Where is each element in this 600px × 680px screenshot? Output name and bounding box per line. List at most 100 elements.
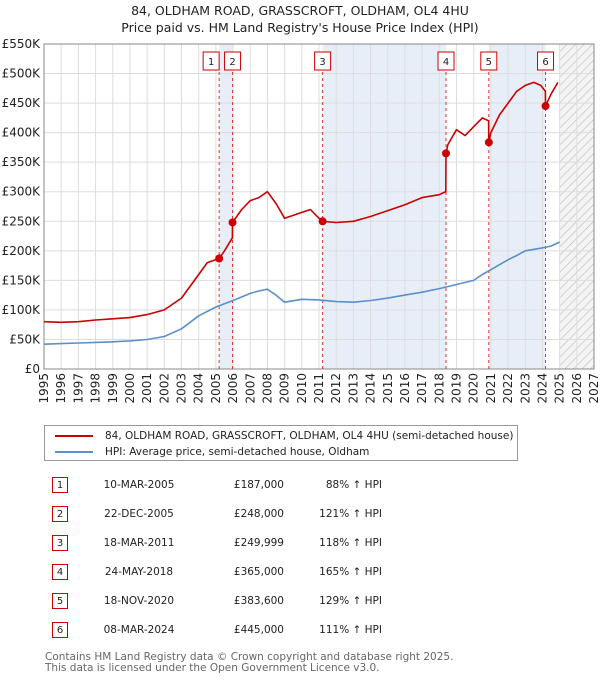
legend-swatch-property	[55, 435, 93, 437]
x-tick-label: 2019	[450, 373, 464, 404]
transaction-price: £383,600	[233, 594, 284, 607]
sale-point	[484, 138, 493, 147]
y-tick-label: £0	[25, 362, 40, 376]
ownership-band	[488, 44, 546, 369]
y-tick-label: £400K	[2, 126, 42, 140]
x-tick-label: 2024	[535, 373, 549, 404]
y-tick-label: £100K	[2, 303, 42, 317]
transaction-number: 1	[52, 476, 68, 493]
transaction-date: 22-DEC-2005	[104, 507, 174, 520]
transaction-row: 1 10-MAR-2005 £187,000 88% ↑ HPI	[36, 470, 382, 499]
transaction-hpi-change: 121% ↑ HPI	[319, 507, 382, 520]
x-tick-label: 2010	[295, 373, 309, 404]
x-tick-label: 2005	[209, 373, 223, 404]
footer: Contains HM Land Registry data © Crown c…	[45, 652, 453, 674]
transaction-number: 6	[52, 621, 68, 638]
transaction-number: 5	[52, 592, 68, 609]
x-tick-label: 2020	[467, 373, 481, 404]
sale-label: 3	[319, 57, 325, 68]
transaction-row: 4 24-MAY-2018 £365,000 165% ↑ HPI	[36, 557, 382, 586]
transaction-price: £445,000	[233, 623, 284, 636]
x-tick-label: 2014	[364, 373, 378, 404]
x-tick-label: 1995	[37, 373, 51, 404]
y-tick-label: £150K	[2, 273, 42, 287]
ownership-band	[219, 44, 233, 369]
x-tick-label: 2026	[570, 373, 584, 404]
legend-label-hpi: HPI: Average price, semi-detached house,…	[105, 446, 370, 458]
sale-label: 6	[542, 57, 548, 68]
transaction-price: £365,000	[233, 565, 284, 578]
chart-subtitle: Price paid vs. HM Land Registry's House …	[121, 20, 479, 35]
sale-label: 5	[486, 57, 492, 68]
legend-item-property: 84, OLDHAM ROAD, GRASSCROFT, OLDHAM, OL4…	[55, 428, 513, 444]
x-tick-label: 1999	[106, 373, 120, 404]
y-tick-label: £550K	[2, 37, 42, 51]
footer-licence: This data is licensed under the Open Gov…	[45, 662, 380, 674]
x-tick-label: 1997	[71, 373, 85, 404]
transaction-date: 10-MAR-2005	[103, 478, 175, 491]
property-price-line	[43, 81, 559, 324]
transaction-price: £187,000	[233, 478, 284, 491]
transaction-date: 18-NOV-2020	[103, 594, 175, 607]
transaction-date: 18-MAR-2011	[103, 536, 175, 549]
transaction-date: 08-MAR-2024	[103, 623, 175, 636]
x-tick-label: 2009	[278, 373, 292, 404]
sale-label-box	[480, 51, 498, 71]
transaction-row: 3 18-MAR-2011 £249,999 118% ↑ HPI	[36, 528, 382, 557]
x-tick-label: 2002	[157, 373, 171, 404]
y-tick-label: £450K	[2, 96, 42, 110]
transaction-row: 2 22-DEC-2005 £248,000 121% ↑ HPI	[36, 499, 382, 528]
hpi-line	[43, 241, 560, 345]
chart-title: 84, OLDHAM ROAD, GRASSCROFT, OLDHAM, OL4…	[131, 3, 469, 18]
transaction-hpi-change: 118% ↑ HPI	[319, 536, 382, 549]
sale-point	[442, 149, 451, 158]
x-tick-label: 2021	[484, 373, 498, 404]
sale-label-box	[437, 51, 455, 71]
x-tick-label: 2006	[226, 373, 240, 404]
transaction-row: 5 18-NOV-2020 £383,600 129% ↑ HPI	[36, 586, 382, 615]
sale-label: 2	[229, 57, 235, 68]
transaction-hpi-change: 129% ↑ HPI	[319, 594, 382, 607]
x-tick-label: 2015	[381, 373, 395, 404]
y-tick-label: £200K	[2, 244, 42, 258]
sale-label-box	[314, 51, 332, 71]
x-tick-label: 2016	[398, 373, 412, 404]
transaction-number: 4	[52, 563, 68, 580]
transaction-date: 24-MAY-2018	[104, 565, 174, 578]
x-tick-label: 2001	[140, 373, 154, 404]
y-tick-label: £250K	[2, 214, 42, 228]
y-tick-label: £300K	[2, 185, 42, 199]
y-tick-label: £500K	[2, 67, 42, 81]
legend-label-property: 84, OLDHAM ROAD, GRASSCROFT, OLDHAM, OL4…	[105, 430, 514, 442]
sale-label-box	[224, 51, 242, 71]
x-tick-label: 2025	[553, 373, 567, 404]
x-tick-label: 2013	[346, 373, 360, 404]
sale-label-box	[202, 51, 220, 71]
transaction-price: £249,999	[233, 536, 284, 549]
x-tick-label: 2003	[175, 373, 189, 404]
transactions-table: 1 10-MAR-2005 £187,000 88% ↑ HPI 2 22-DEC-200…	[36, 470, 382, 644]
transaction-number: 3	[52, 534, 68, 551]
sale-point	[318, 217, 327, 226]
transaction-row: 6 08-MAR-2024 £445,000 111% ↑ HPI	[36, 615, 382, 644]
transaction-hpi-change: 88% ↑ HPI	[325, 478, 382, 491]
sale-point	[228, 218, 237, 227]
x-tick-label: 2022	[501, 373, 515, 404]
transaction-hpi-change: 165% ↑ HPI	[319, 565, 382, 578]
y-tick-label: £350K	[2, 155, 42, 169]
x-tick-label: 2018	[432, 373, 446, 404]
legend-swatch-hpi	[55, 451, 93, 453]
x-tick-label: 2004	[192, 373, 206, 404]
footer-copyright: Contains HM Land Registry data © Crown c…	[45, 651, 454, 663]
price-chart: £0 £50K £100K £150K £200K £250K £300K £350K £400…	[2, 37, 600, 404]
x-tick-label: 2017	[415, 373, 429, 404]
sale-point	[541, 102, 550, 111]
sale-label: 1	[208, 57, 214, 68]
transaction-hpi-change: 111% ↑ HPI	[319, 623, 382, 636]
x-tick-label: 2012	[329, 373, 343, 404]
transaction-price: £248,000	[233, 507, 284, 520]
sale-label: 4	[443, 57, 449, 68]
transaction-number: 2	[52, 505, 68, 522]
y-tick-label: £50K	[9, 332, 41, 346]
plot-border	[43, 43, 595, 370]
